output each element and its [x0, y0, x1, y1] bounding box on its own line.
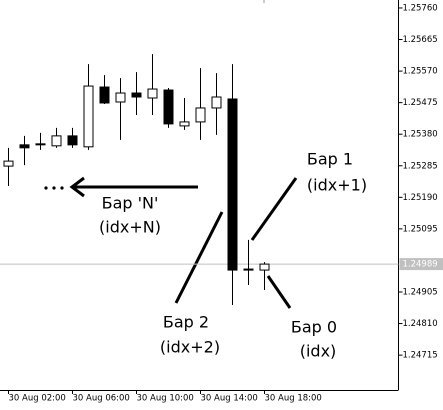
x-tick-label: 30 Aug 06:00 — [73, 394, 130, 404]
annotation: Бар 0 — [291, 318, 337, 337]
annotation: (idx) — [300, 342, 337, 361]
candle-body — [227, 98, 238, 271]
candle-body — [131, 92, 142, 98]
candle-body — [19, 144, 30, 149]
y-tick-label: 1.25380 — [403, 130, 438, 140]
candle-body — [35, 143, 46, 146]
candle-body — [179, 121, 190, 127]
y-tick-label: 1.25570 — [403, 67, 438, 77]
y-tick-label: 1.25475 — [403, 98, 438, 108]
x-tick-label: 30 Aug 10:00 — [137, 394, 194, 404]
y-tick-label: 1.25665 — [403, 35, 438, 45]
candle-body — [243, 268, 254, 271]
candle-body — [147, 88, 158, 99]
candle-body — [195, 107, 206, 123]
y-tick-label: 1.25760 — [403, 3, 438, 13]
arrow-bar-2 — [174, 211, 224, 304]
annotation: (idx+N) — [99, 218, 161, 237]
dot — [60, 186, 64, 190]
candle-body — [259, 263, 270, 271]
candle-body — [99, 86, 110, 104]
y-tick-label: 1.24810 — [403, 319, 438, 329]
y-tick-label: 1.25095 — [403, 224, 438, 234]
arrow-bar-0 — [266, 275, 292, 309]
dot — [44, 186, 48, 190]
current-price-box — [399, 258, 443, 271]
y-tick-label: 1.24905 — [403, 288, 438, 298]
candle-body — [163, 89, 174, 125]
y-tick-label: 1.24715 — [403, 351, 438, 361]
ellipsis — [44, 186, 64, 190]
annotation: (idx+1) — [307, 176, 367, 195]
arrow-bar-1 — [250, 177, 298, 241]
annotation: (idx+2) — [160, 338, 220, 357]
candle-body — [211, 96, 222, 109]
candle-body — [3, 160, 14, 167]
arrow-head — [69, 176, 85, 198]
y-tick-label: 1.25190 — [403, 193, 438, 203]
dot — [52, 186, 56, 190]
candle-body — [115, 92, 126, 103]
x-tick-label: 30 Aug 14:00 — [201, 394, 258, 404]
x-tick-label: 30 Aug 18:00 — [265, 394, 322, 404]
candle-body — [51, 135, 62, 147]
candle-body — [67, 135, 78, 146]
arrows — [69, 176, 298, 309]
y-tick-label: 1.25285 — [403, 161, 438, 171]
annotation: Бар 'N' — [102, 194, 159, 213]
current-price-label: 1.24989 — [403, 260, 438, 270]
x-tick-label: 30 Aug 02:00 — [9, 394, 66, 404]
annotation: Бар 1 — [307, 150, 353, 169]
annotation: Бар 2 — [163, 313, 209, 332]
candle-body — [83, 85, 94, 148]
